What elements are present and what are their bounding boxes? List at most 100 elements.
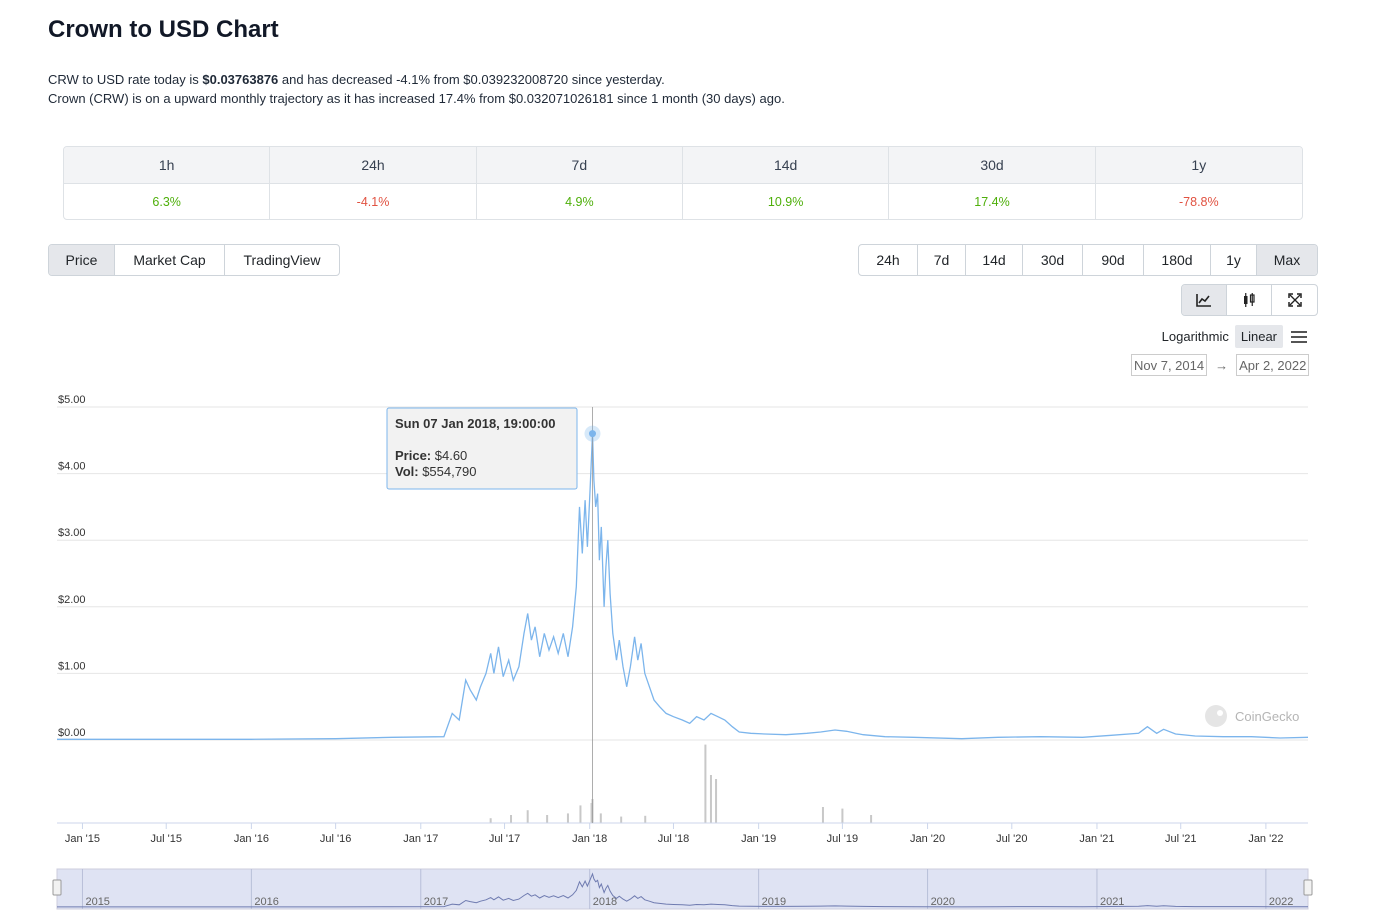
volume-bar [579,805,582,823]
summary-suffix: and has decreased -4.1% from $0.03923200… [278,72,665,87]
x-tick-label: Jan '20 [910,833,945,845]
hover-point [588,430,596,438]
change-value: -4.1% [356,194,390,209]
x-tick-label: Jan '18 [572,833,607,845]
x-tick-label: Jan '19 [741,833,776,845]
tooltip-vol-label: Vol: [395,464,419,479]
x-tick-label: Jan '16 [234,833,269,845]
price-chart[interactable]: $0.00 $1.00 $2.00 $3.00 $4.00 $5.00 Jan '15 Jul… [0,390,1385,919]
change-value: 10.9% [767,194,804,209]
y-tick-label: $2.00 [58,594,86,606]
navigator-selection [56,868,1309,910]
navigator-right-handle[interactable] [1303,879,1313,896]
price-change-table: 1h 6.3% 24h -4.1% 7d 4.9% 14d 10.9% 30d 17.4% 1y -7… [63,146,1303,220]
change-value: 17.4% [974,194,1010,209]
volume-bar [620,816,623,823]
volume-bar [566,813,569,823]
line-chart-icon [1196,294,1211,307]
navigator-year-label: 2020 [931,896,955,908]
tooltip-price-value: $4.60 [431,448,467,463]
change-value: 6.3% [152,194,181,209]
arrow-right-icon: → [1215,357,1229,373]
volume-bar [489,818,492,823]
range-90d[interactable]: 90d [1083,245,1144,275]
change-column-24h: 24h -4.1% [270,147,477,219]
change-value: 4.9% [565,194,594,209]
volume-bar [704,744,707,823]
x-tick-label: Jul '21 [1165,833,1196,845]
volume-bar [709,775,712,823]
tooltip-price: Price: $4.60 [395,448,467,463]
volume-bar [821,807,824,823]
coingecko-watermark: CoinGecko [1205,705,1299,727]
tooltip-box [386,407,578,490]
coingecko-logo-icon [1205,705,1227,727]
fullscreen-button[interactable] [1272,285,1317,315]
y-tick-label: $5.00 [58,394,86,406]
tooltip-volume: Vol: $554,790 [395,464,476,479]
change-period-header: 14d [682,147,889,184]
volume-bar [841,808,844,823]
range-14d[interactable]: 14d [966,245,1023,275]
time-range-tabs: 24h 7d 14d 30d 90d 180d 1y Max [858,244,1318,276]
scale-toggle: Logarithmic Linear [1156,325,1307,348]
change-period-header: 30d [889,147,1095,184]
range-max[interactable]: Max [1257,245,1317,275]
x-tick-label: Jan '22 [1248,833,1283,845]
navigator-year-label: 2019 [762,896,786,908]
range-180d[interactable]: 180d [1144,245,1211,275]
tab-tradingview[interactable]: TradingView [243,252,321,268]
volume-bar [870,815,873,823]
volume-bar [644,815,647,823]
y-tick-label: $4.00 [58,461,86,473]
y-tick-label: $0.00 [58,727,86,739]
x-tick-label: Jan '17 [403,833,438,845]
y-tick-label: $1.00 [58,660,86,672]
x-tick-label: Jan '15 [65,833,100,845]
tab-price[interactable]: Price [49,245,115,275]
coingecko-watermark-text: CoinGecko [1235,709,1299,724]
date-range-picker: Nov 7, 2014 → Apr 2, 2022 [1131,354,1310,376]
change-column-30d: 30d 17.4% [889,147,1096,219]
x-tick-label: Jan '21 [1079,833,1114,845]
chart-view-toggle [1181,284,1318,316]
navigator-year-label: 2017 [424,896,448,908]
coingecko-logo-eye [1217,710,1223,716]
navigator-year-label: 2018 [593,896,617,908]
change-period-header: 7d [476,147,682,184]
candlestick-icon [1244,293,1255,307]
date-to-input[interactable]: Apr 2, 2022 [1236,354,1310,376]
range-24h[interactable]: 24h [859,245,918,275]
logarithmic-scale-option[interactable]: Logarithmic [1161,329,1229,344]
change-period-header: 1h [64,147,270,184]
range-7d[interactable]: 7d [918,245,966,275]
chart-menu-icon[interactable] [1291,330,1307,343]
tooltip-price-label: Price: [395,448,431,463]
linear-scale-option[interactable]: Linear [1234,325,1283,348]
volume-bar [510,815,513,823]
candlestick-view-button[interactable] [1227,285,1272,315]
y-tick-label: $3.00 [58,527,86,539]
range-30d[interactable]: 30d [1023,245,1083,275]
change-value: -78.8% [1179,194,1219,209]
navigator-left-handle[interactable] [52,879,62,896]
fullscreen-icon [1287,293,1302,307]
price-summary: CRW to USD rate today is $0.03763876 and… [48,71,785,108]
navigator-series-line [57,872,1309,908]
change-column-14d: 14d 10.9% [682,147,890,219]
tab-market-cap[interactable]: Market Cap [115,245,225,275]
navigator-year-label: 2016 [254,896,278,908]
x-tick-label: Jul '18 [658,833,689,845]
volume-bar [546,815,549,823]
tooltip-date: Sun 07 Jan 2018, 19:00:00 [395,416,555,431]
x-tick-label: Jul '16 [320,833,351,845]
range-1y[interactable]: 1y [1211,245,1257,275]
chart-type-tabs: Price Market Cap TradingView [48,244,340,276]
line-chart-view-button[interactable] [1182,285,1227,315]
x-tick-label: Jul '17 [489,833,520,845]
volume-bar [526,810,529,823]
date-from-input[interactable]: Nov 7, 2014 [1131,354,1208,376]
summary-prefix: CRW to USD rate today is [48,72,203,87]
current-price: $0.03763876 [202,72,279,87]
change-column-7d: 7d 4.9% [476,147,683,219]
